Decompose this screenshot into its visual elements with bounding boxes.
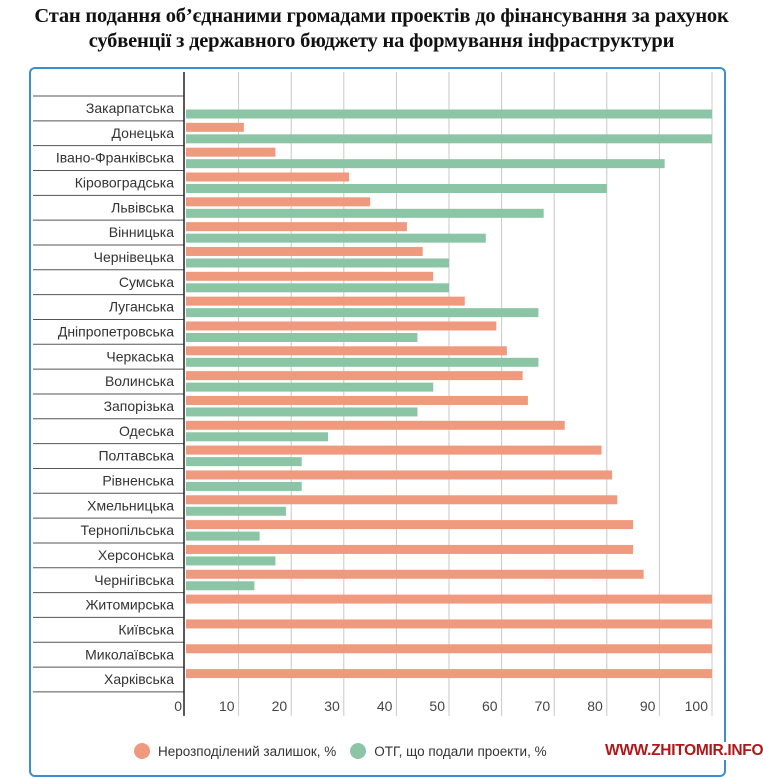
category-label: Дніпропетровська [58,323,174,339]
category-label: Рівненська [102,472,174,488]
category-label: Київська [118,621,174,637]
bar-submitted [186,233,486,243]
chart-title-line-1: Стан подання об’єднаними громадами проек… [34,5,729,27]
bar-unallocated [186,395,528,405]
bar-submitted [186,332,418,342]
bar-submitted [186,407,418,417]
bar-unallocated [186,122,244,132]
legend-item-unallocated: Нерозподілений залишок, % [134,743,336,759]
bar-unallocated [186,520,634,530]
category-label: Харківська [104,671,174,687]
watermark: WWW.ZHITOMIR.INFO [603,742,763,760]
bar-submitted [186,258,449,268]
bar-submitted [186,457,302,467]
bar-submitted [186,134,712,144]
x-tick-label: 80 [587,698,603,714]
bar-submitted [186,531,260,541]
bar-unallocated [186,197,371,207]
category-label: Тернопільська [80,522,174,538]
bar-submitted [186,109,712,119]
bar-unallocated [186,172,350,182]
bar-submitted [186,283,449,293]
x-tick-label: 0 [174,698,182,714]
category-label: Сумська [119,274,174,290]
x-tick-label: 50 [429,698,445,714]
bar-submitted [186,432,329,442]
legend: Нерозподілений залишок, % ОТГ, що подали… [134,743,561,759]
category-label: Кіровоградська [75,174,174,190]
category-label: Волинська [105,373,174,389]
category-label: Луганська [109,299,174,315]
bar-submitted [186,308,539,318]
bar-submitted [186,382,434,392]
category-label: Херсонська [98,547,174,563]
category-label: Івано-Франківська [56,150,174,166]
bar-submitted [186,357,539,367]
category-label: Полтавська [98,448,174,464]
bar-submitted [186,506,286,516]
category-label: Житомирська [85,597,174,613]
x-tick-label: 40 [377,698,393,714]
legend-label-unallocated: Нерозподілений залишок, % [158,743,337,759]
bar-unallocated [186,594,712,604]
legend-dot-orange-icon [134,743,150,759]
bar-unallocated [186,445,602,455]
bar-submitted [186,208,544,218]
x-tick-label: 30 [324,698,340,714]
category-label: Чернігівська [94,572,174,588]
legend-item-submitted: ОТГ, що подали проекти, % [350,743,547,759]
bar-unallocated [186,644,712,654]
bar-unallocated [186,495,618,505]
bar-submitted [186,183,607,193]
bar-unallocated [186,346,507,356]
bar-submitted [186,159,665,169]
bar-unallocated [186,371,523,381]
category-label: Вінницька [109,224,174,240]
category-label: Донецька [112,125,175,141]
bar-unallocated [186,271,434,281]
x-tick-label: 90 [640,698,656,714]
category-label: Львівська [111,199,174,215]
bar-submitted [186,556,276,566]
bar-unallocated [186,420,565,430]
chart-title: Стан подання об’єднаними громадами проек… [0,4,763,54]
bar-unallocated [186,147,276,157]
bar-submitted [186,481,302,491]
x-tick-label: 70 [535,698,551,714]
x-tick-label: 100 [685,698,709,714]
x-tick-label: 10 [219,698,235,714]
category-label: Одеська [119,423,174,439]
bar-unallocated [186,470,613,480]
legend-dot-green-icon [350,743,367,759]
category-label: Миколаївська [85,646,174,662]
bar-unallocated [186,222,407,232]
category-label: Хмельницька [87,497,174,513]
bar-submitted [186,581,255,591]
bar-unallocated [186,296,465,306]
category-label: Черкаська [106,348,174,364]
bar-unallocated [186,246,423,256]
category-label: Закарпатська [86,100,174,116]
category-label: Запорізька [104,398,175,414]
category-label: Чернівецька [94,249,175,265]
x-tick-label: 20 [272,698,288,714]
bar-unallocated [186,569,644,579]
bar-unallocated [186,669,712,679]
bar-unallocated [186,321,497,331]
bar-unallocated [186,619,712,629]
chart-title-line-2: субвенції з державного бюджету на формув… [88,30,675,52]
bar-unallocated [186,544,634,554]
x-tick-label: 60 [482,698,498,714]
legend-label-submitted: ОТГ, що подали проекти, % [374,743,547,759]
